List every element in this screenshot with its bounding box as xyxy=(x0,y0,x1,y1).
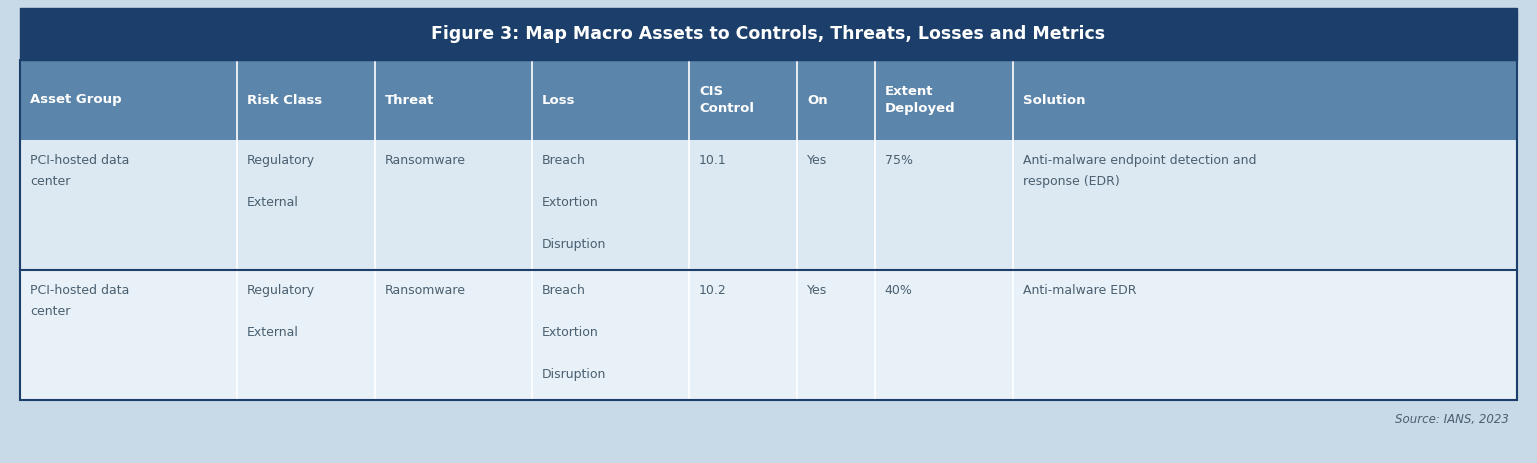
Text: Figure 3: Map Macro Assets to Controls, Threats, Losses and Metrics: Figure 3: Map Macro Assets to Controls, … xyxy=(432,25,1105,43)
Text: On: On xyxy=(807,94,827,106)
Text: Risk Class: Risk Class xyxy=(247,94,323,106)
Text: PCI-hosted data
center: PCI-hosted data center xyxy=(31,154,129,188)
Text: Loss: Loss xyxy=(543,94,575,106)
Text: 10.1: 10.1 xyxy=(699,154,727,167)
Text: Regulatory

External: Regulatory External xyxy=(247,154,315,209)
Text: Ransomware: Ransomware xyxy=(384,154,466,167)
Bar xyxy=(20,140,1517,270)
Text: Extent
Deployed: Extent Deployed xyxy=(885,85,956,115)
Bar xyxy=(20,400,1517,438)
Text: 10.2: 10.2 xyxy=(699,284,727,297)
Text: Asset Group: Asset Group xyxy=(31,94,121,106)
Text: Yes: Yes xyxy=(807,284,827,297)
Text: Regulatory

External: Regulatory External xyxy=(247,284,315,339)
Text: Solution: Solution xyxy=(1022,94,1085,106)
Text: 75%: 75% xyxy=(885,154,913,167)
Bar xyxy=(20,270,1517,400)
Bar xyxy=(20,60,1517,400)
Text: 40%: 40% xyxy=(885,284,913,297)
Text: PCI-hosted data
center: PCI-hosted data center xyxy=(31,284,129,318)
Text: Breach

Extortion

Disruption: Breach Extortion Disruption xyxy=(543,154,607,251)
Bar xyxy=(20,8,1517,60)
Text: Anti-malware endpoint detection and
response (EDR): Anti-malware endpoint detection and resp… xyxy=(1022,154,1256,188)
Bar xyxy=(20,60,1517,140)
Text: Threat: Threat xyxy=(384,94,433,106)
Text: Source: IANS, 2023: Source: IANS, 2023 xyxy=(1396,413,1509,425)
Text: Breach

Extortion

Disruption: Breach Extortion Disruption xyxy=(543,284,607,381)
Text: CIS
Control: CIS Control xyxy=(699,85,755,115)
Bar xyxy=(20,8,1517,60)
Text: Anti-malware EDR: Anti-malware EDR xyxy=(1022,284,1136,297)
Text: Ransomware: Ransomware xyxy=(384,284,466,297)
Text: Yes: Yes xyxy=(807,154,827,167)
